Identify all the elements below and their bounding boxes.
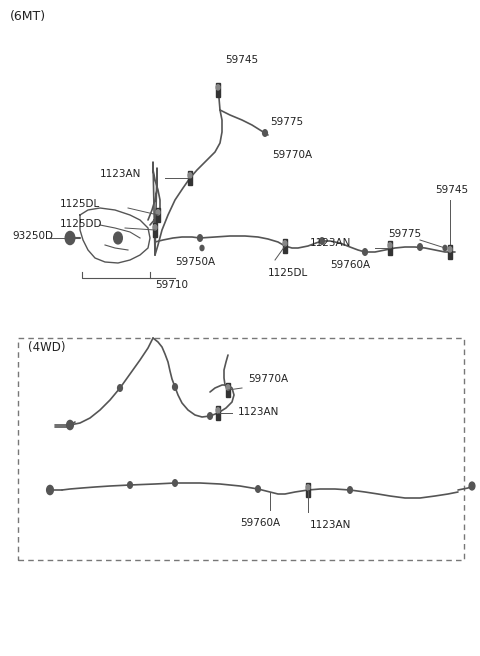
Text: 1125DL: 1125DL: [60, 199, 100, 209]
Bar: [388, 241, 392, 255]
Circle shape: [173, 384, 178, 390]
Circle shape: [65, 232, 75, 245]
Text: 1123AN: 1123AN: [310, 520, 351, 530]
Text: 1123AN: 1123AN: [100, 169, 142, 179]
Text: 1123AN: 1123AN: [310, 238, 351, 248]
Bar: [226, 384, 230, 397]
Bar: [188, 171, 192, 184]
Circle shape: [306, 485, 310, 490]
Text: (6MT): (6MT): [10, 10, 46, 23]
Bar: [216, 407, 220, 420]
Text: 93250D: 93250D: [12, 231, 53, 241]
Text: 59750A: 59750A: [175, 257, 215, 267]
Circle shape: [118, 384, 122, 391]
Circle shape: [443, 245, 447, 251]
Text: 1125DD: 1125DD: [60, 219, 103, 229]
Circle shape: [469, 482, 475, 490]
Bar: [306, 483, 310, 497]
Circle shape: [173, 480, 178, 486]
Circle shape: [263, 130, 267, 136]
Circle shape: [448, 247, 452, 252]
Circle shape: [216, 408, 220, 413]
Bar: [448, 245, 452, 258]
Text: 59745: 59745: [225, 55, 258, 65]
Circle shape: [418, 244, 422, 251]
Circle shape: [128, 482, 132, 488]
Bar: [153, 224, 157, 237]
Circle shape: [283, 241, 287, 246]
Circle shape: [188, 173, 192, 178]
Circle shape: [362, 249, 367, 255]
Bar: [283, 239, 287, 253]
Circle shape: [226, 385, 230, 390]
Circle shape: [388, 243, 392, 248]
Text: 59745: 59745: [435, 185, 468, 195]
Text: 1125DL: 1125DL: [268, 268, 308, 278]
Circle shape: [255, 485, 260, 492]
Text: 59775: 59775: [270, 117, 303, 127]
Bar: [156, 209, 160, 222]
Text: 59775: 59775: [388, 229, 421, 239]
Text: 59770A: 59770A: [272, 150, 312, 160]
Circle shape: [200, 245, 204, 251]
Bar: [216, 83, 220, 96]
Text: 59760A: 59760A: [240, 518, 280, 528]
Circle shape: [67, 420, 73, 430]
Text: 1123AN: 1123AN: [238, 407, 279, 417]
Text: 59710: 59710: [155, 280, 188, 290]
Bar: [18, 338, 464, 560]
Circle shape: [320, 237, 324, 244]
Text: 59760A: 59760A: [330, 260, 370, 270]
Circle shape: [114, 232, 122, 244]
Text: 59770A: 59770A: [248, 374, 288, 384]
Circle shape: [198, 235, 203, 241]
Circle shape: [153, 225, 157, 230]
Text: (4WD): (4WD): [27, 341, 65, 354]
Circle shape: [207, 413, 212, 419]
Circle shape: [47, 485, 53, 495]
Circle shape: [348, 487, 352, 493]
Circle shape: [156, 210, 160, 215]
Circle shape: [216, 85, 220, 90]
